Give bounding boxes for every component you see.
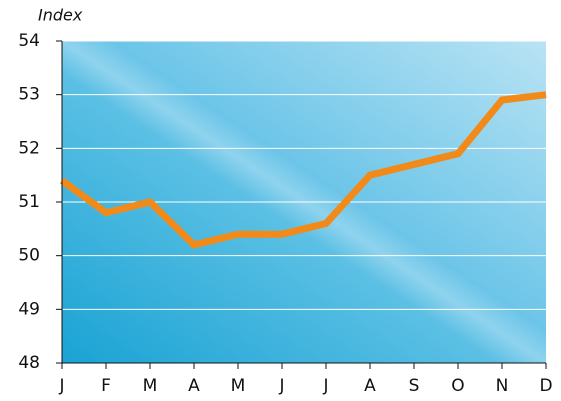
x-tick-label: O <box>451 376 464 396</box>
y-tick-label: 48 <box>18 353 40 373</box>
data-line <box>59 91 547 249</box>
y-tick-label: 50 <box>18 246 40 266</box>
x-tick-label: A <box>188 376 200 396</box>
x-tick-label: N <box>496 376 509 396</box>
x-tick-label: M <box>143 376 158 396</box>
x-tick-label: S <box>409 376 420 396</box>
y-tick-label: 52 <box>18 138 40 158</box>
y-axis-label: Index <box>38 6 83 25</box>
x-tick-label: D <box>539 376 552 396</box>
marks <box>59 91 547 249</box>
x-tick-label: J <box>58 376 64 396</box>
y-tick-label: 54 <box>18 31 40 51</box>
x-tick-label: J <box>322 376 328 396</box>
x-tick-label: M <box>231 376 246 396</box>
y-tick-label: 51 <box>18 192 40 212</box>
y-tick-label: 53 <box>18 85 40 105</box>
x-tick-label: J <box>278 376 284 396</box>
y-tick-label: 49 <box>18 299 40 319</box>
x-tick-label: F <box>101 376 111 396</box>
x-tick-label: A <box>364 376 376 396</box>
